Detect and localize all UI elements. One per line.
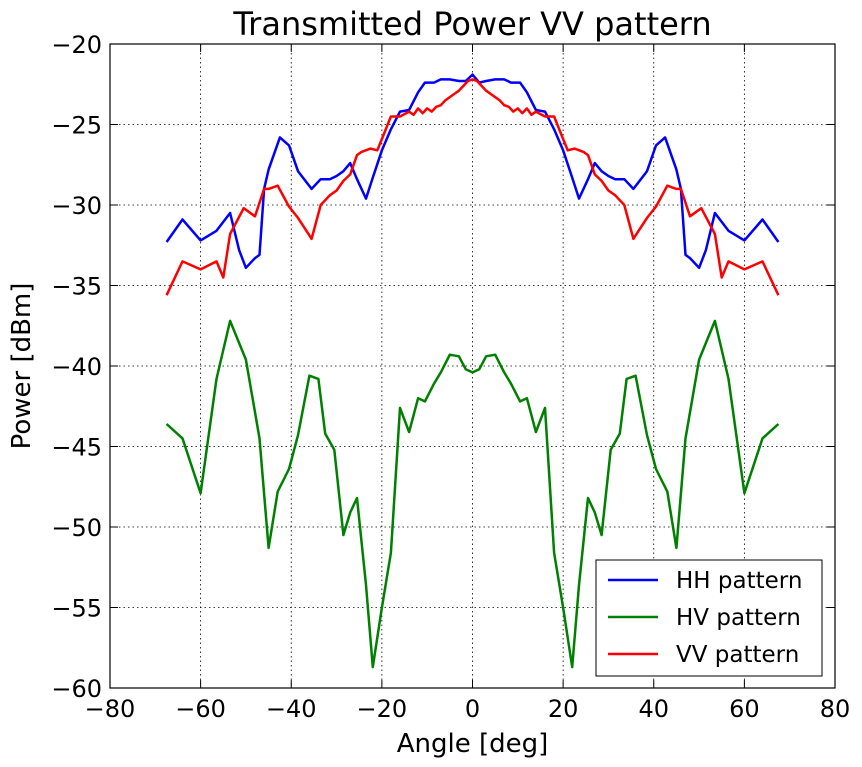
series-line-vv-pattern [165,78,780,296]
series-line-hv-pattern [165,319,780,669]
x-tick-label: 0 [465,695,480,723]
y-tick-label: −45 [51,434,102,462]
x-tick-label: 20 [548,695,579,723]
x-tick-label: −40 [266,695,317,723]
y-tick-label: −35 [51,273,102,301]
y-tick-label: −55 [51,595,102,623]
legend-label: HH pattern [676,568,802,594]
y-tick-label: −20 [51,31,102,59]
x-tick-label: −20 [357,695,408,723]
y-tick-labels: −20 −25 −30 −35 −40 −45 −50 −55 −60 [51,31,102,703]
series-line-hh-pattern [165,73,780,270]
x-tick-label: −80 [85,695,136,723]
x-tick-label: 60 [729,695,760,723]
y-tick-label: −40 [51,353,102,381]
axis-ticks [109,43,836,689]
y-tick-label: −60 [51,675,102,703]
y-tick-label: −30 [51,192,102,220]
chart-title: Transmitted Power VV pattern [232,5,711,43]
x-tick-label: 80 [820,695,851,723]
y-tick-label: −25 [51,112,102,140]
x-tick-labels: −80 −60 −40 −20 0 20 40 60 80 [85,695,851,723]
y-axis-label: Power [dBm] [7,283,37,450]
legend-label: HV pattern [676,605,801,631]
series-lines [165,73,780,669]
x-tick-label: −60 [175,695,226,723]
x-tick-label: 40 [638,695,669,723]
x-axis-label: Angle [deg] [397,729,549,759]
y-tick-label: −50 [51,514,102,542]
legend-label: VV pattern [676,642,799,668]
legend: HH pattern HV pattern VV pattern [595,559,823,677]
